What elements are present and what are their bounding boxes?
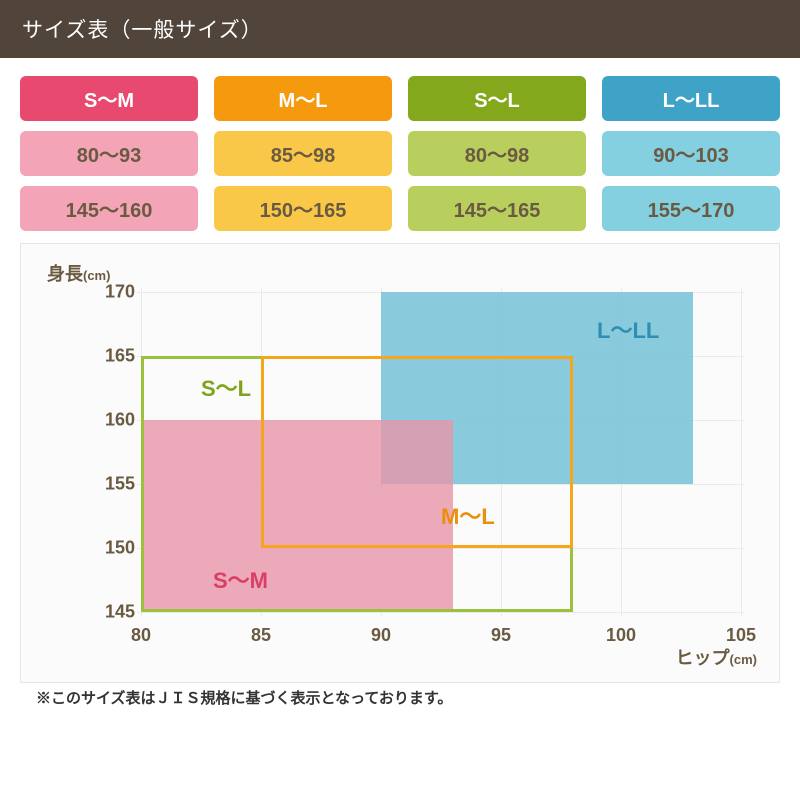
y-axis-label-text: 身長 (47, 264, 83, 284)
height-cell-sm: 145～160 (20, 186, 198, 231)
hip-cell-sl: 80～98 (408, 131, 586, 176)
y-tick: 165 (87, 346, 135, 367)
header-cell-lll: L～LL (602, 76, 780, 121)
x-tick: 100 (606, 625, 636, 646)
hip-row: 80～93 85～98 80～98 90～103 (20, 131, 780, 176)
footnote: ※このサイズ表はＪＩＳ規格に基づく表示となっております。 (36, 687, 780, 708)
y-tick: 170 (87, 282, 135, 303)
gridline-h (137, 612, 745, 613)
y-tick: 160 (87, 410, 135, 431)
y-tick: 150 (87, 538, 135, 559)
x-tick: 85 (251, 625, 271, 646)
hip-cell-ml: 85～98 (214, 131, 392, 176)
hip-cell-lll: 90～103 (602, 131, 780, 176)
height-cell-sl: 145～165 (408, 186, 586, 231)
header-cell-ml: M～L (214, 76, 392, 121)
header-cell-sm: S～M (20, 76, 198, 121)
x-axis-label: ヒップ(cm) (676, 644, 757, 670)
x-axis-label-text: ヒップ (676, 648, 730, 668)
size-table: S～M M～L S～L L～LL 80～93 85～98 80～98 90～103 145～… (0, 58, 800, 231)
y-tick: 155 (87, 474, 135, 495)
hip-cell-sm: 80～93 (20, 131, 198, 176)
y-tick: 145 (87, 602, 135, 623)
region-label-lll: L～LL (597, 313, 659, 345)
x-tick: 95 (491, 625, 511, 646)
title-bar: サイズ表（一般サイズ） (0, 0, 800, 58)
region-ml (261, 356, 573, 548)
header-cell-sl: S～L (408, 76, 586, 121)
region-label-ml: M～L (441, 499, 495, 531)
height-row: 145～160 150～165 145～165 155～170 (20, 186, 780, 231)
x-tick: 105 (726, 625, 756, 646)
region-label-sl: S～L (201, 371, 251, 403)
height-cell-lll: 155～170 (602, 186, 780, 231)
size-chart-container: サイズ表（一般サイズ） S～MM～LS～LL～LL 80～9385～9880～9… (0, 0, 800, 800)
x-tick: 90 (371, 625, 391, 646)
plot-area: 80859095100105145150155160165170L～LLS～MS… (141, 292, 741, 612)
height-cell-ml: 150～165 (214, 186, 392, 231)
gridline-v (741, 288, 742, 616)
header-row: S～M M～L S～L L～LL (20, 76, 780, 121)
x-tick: 80 (131, 625, 151, 646)
chart-box: 身長(cm) ヒップ(cm) 8085909510010514515015516… (20, 243, 780, 683)
x-axis-unit: (cm) (730, 652, 757, 667)
